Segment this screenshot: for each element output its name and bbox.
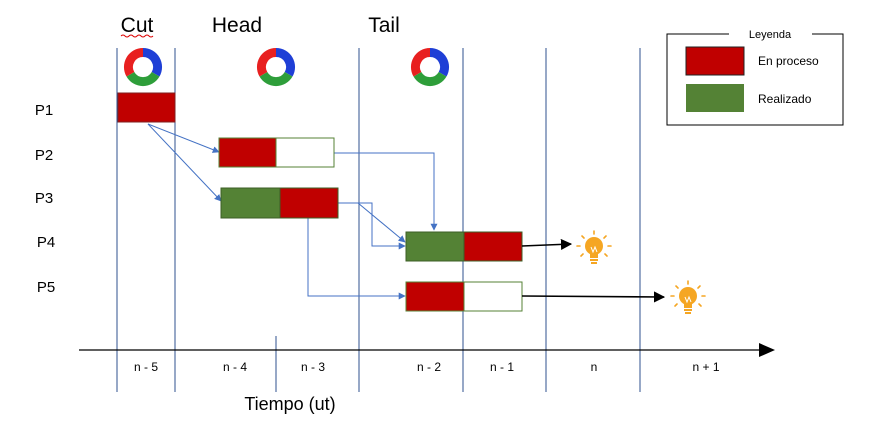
block-in-progress [218,137,277,168]
lightbulb-icon [576,230,612,265]
cycle-icon [410,47,450,87]
legend-swatch-done [686,84,744,112]
legend: Leyenda En proceso Realizado [666,29,844,126]
time-labels: n - 5 n - 4 n - 3 n - 2 n - 1 n n + 1 [134,360,720,374]
time-label: n + 1 [692,360,719,374]
time-label: n - 2 [417,360,441,374]
time-axis-arrowhead [759,343,775,357]
spell-check-underline [120,34,154,38]
row-label-p2: P2 [35,147,53,164]
block-empty [463,281,523,312]
legend-label-done: Realizado [758,92,812,106]
process-p2 [218,137,335,168]
row-label-p5: P5 [37,279,55,296]
legend-swatch-in-progress [685,46,745,76]
legend-label-in-progress: En proceso [758,54,819,68]
cycle-icon [123,47,163,87]
block-empty [275,137,335,168]
time-axis-title: Tiempo (ut) [244,394,335,414]
arrow-p3-p5 [307,218,406,300]
arrow-p1-p2 [147,123,220,153]
arrow-p2-p4 [334,152,438,231]
cycle-icon [256,47,296,87]
output-arrow-p4 [521,238,573,251]
arrow-p3-p4-b [338,202,406,243]
process-p4 [405,231,523,262]
arrow-p1-p3 [147,123,222,202]
row-label-p4: P4 [37,234,55,251]
time-label: n - 3 [301,360,325,374]
block-in-progress [117,92,176,123]
process-p5 [405,281,523,312]
legend-title: Leyenda [749,29,792,41]
row-label-p3: P3 [35,190,53,207]
block-done [405,231,465,262]
output-arrow-p5 [521,291,666,303]
block-in-progress [463,231,523,262]
stage-header-tail: Tail [368,14,400,37]
row-label-p1: P1 [35,102,53,119]
time-label: n - 1 [490,360,514,374]
time-label: n [591,360,598,374]
time-label: n - 5 [134,360,158,374]
time-label: n - 4 [223,360,247,374]
block-in-progress [405,281,465,312]
legend-frame [666,33,844,126]
stage-header-cut: Cut [121,14,154,37]
stage-header-head: Head [212,14,262,37]
dependency-arrows [147,123,438,300]
lightbulb-icon [670,280,706,315]
block-done [220,187,281,219]
process-p3 [220,187,339,219]
arrow-p3-p4-a [338,202,406,250]
process-p1 [117,92,176,123]
block-in-progress [279,187,339,219]
